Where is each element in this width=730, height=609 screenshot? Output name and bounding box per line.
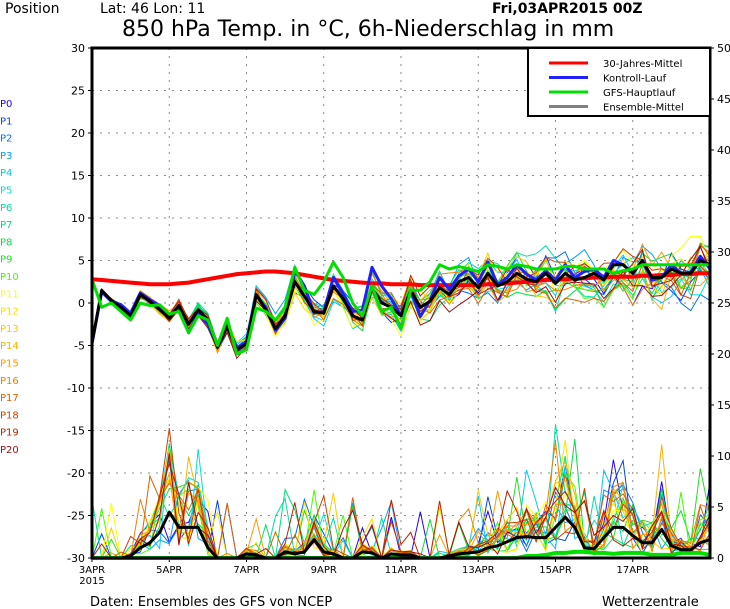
legend-label: Kontroll-Lauf: [603, 74, 667, 85]
run-time-label: Fri,03APR2015 00Z: [492, 1, 643, 17]
ensemble-mean-precip-line: [92, 510, 711, 560]
left-tick-label: -20: [67, 467, 85, 480]
member-label-p8: P8: [0, 237, 12, 248]
chart-title: 850 hPa Temp. in °C, 6h-Niederschlag in …: [122, 17, 614, 42]
x-tick-label: 15APR: [539, 565, 572, 576]
left-tick-label: 25: [71, 85, 85, 98]
member-label-p1: P1: [0, 116, 12, 127]
right-tick-label: 5: [717, 501, 724, 514]
x-tick-label: 17APR: [616, 565, 649, 576]
left-tick-label: -15: [67, 425, 85, 438]
member-label-p7: P7: [0, 220, 12, 231]
member-temp-line-p11: [91, 235, 711, 354]
member-label-p20: P20: [0, 445, 19, 456]
right-tick-label: 45: [717, 93, 730, 106]
left-tick-label: 10: [71, 212, 85, 225]
x-tick-label: 11APR: [385, 565, 418, 576]
x-tick-year: 2015: [79, 576, 104, 587]
left-axis-ticks: 30 25 20 15 10 5 0 -5 -10 -15 -20 -25 -30: [67, 42, 92, 565]
member-label-p12: P12: [0, 307, 19, 318]
member-precip-line-p20: [92, 453, 711, 559]
member-labels: P0 P1 P2 P3 P4 P5 P6 P7 P8 P9 P10 P11 P12 P13 P14 P15 P1…: [0, 99, 19, 456]
latlon-label: Lat: 46 Lon: 11: [100, 1, 205, 17]
legend-box: [527, 47, 711, 117]
left-tick-label: 0: [78, 297, 85, 310]
member-label-p17: P17: [0, 393, 19, 404]
member-label-p9: P9: [0, 255, 12, 266]
left-tick-label: -5: [74, 340, 85, 353]
member-label-p6: P6: [0, 203, 12, 214]
member-label-p16: P16: [0, 376, 19, 387]
right-tick-label: 35: [717, 195, 730, 208]
main-run-temp-line: [90, 260, 710, 356]
member-label-p3: P3: [0, 151, 12, 162]
x-tick-label: 9APR: [311, 565, 337, 576]
legend-label: 30-Jahres-Mittel: [603, 59, 682, 70]
position-label: Position: [5, 1, 60, 17]
member-label-p18: P18: [0, 410, 19, 421]
member-label-p19: P19: [0, 428, 19, 439]
grid: [92, 48, 710, 558]
member-label-p0: P0: [0, 99, 12, 110]
plot-frame: [90, 46, 712, 560]
member-label-p13: P13: [0, 324, 19, 335]
right-tick-label: 50: [717, 42, 730, 55]
x-tick-label: 3APR: [79, 565, 105, 576]
left-tick-label: 5: [78, 255, 85, 268]
legend-label: GFS-Hauptlauf: [603, 88, 676, 99]
right-tick-label: 15: [717, 399, 730, 412]
member-label-p10: P10: [0, 272, 19, 283]
right-tick-label: 10: [717, 450, 730, 463]
member-label-p11: P11: [0, 289, 19, 300]
left-tick-label: 30: [71, 42, 85, 55]
right-tick-label: 30: [717, 246, 730, 259]
member-label-p15: P15: [0, 359, 19, 370]
ensemble-mean-temp-line: [90, 259, 711, 352]
right-tick-label: 20: [717, 348, 730, 361]
left-tick-label: 15: [71, 170, 85, 183]
member-label-p2: P2: [0, 134, 12, 145]
left-tick-label: -30: [67, 552, 85, 565]
member-label-p5: P5: [0, 186, 12, 197]
right-tick-label: 25: [717, 297, 730, 310]
footer-source: Daten: Ensembles des GFS von NCEP: [90, 595, 332, 609]
member-label-p4: P4: [0, 168, 12, 179]
left-tick-label: 20: [71, 127, 85, 140]
x-tick-label: 7APR: [233, 565, 259, 576]
legend: 30-Jahres-Mittel Kontroll-Lauf GFS-Hauptla…: [527, 47, 711, 117]
member-label-p14: P14: [0, 341, 19, 352]
x-axis-ticks: 3APR 5APR 7APR 9APR 11APR 13APR 15APR 17APR 2015: [79, 558, 649, 587]
footer-brand: Wetterzentrale: [602, 595, 699, 609]
left-tick-label: -25: [67, 510, 85, 523]
right-tick-label: 40: [717, 144, 730, 157]
right-tick-label: 0: [717, 552, 724, 565]
left-tick-label: -10: [67, 382, 85, 395]
x-tick-label: 5APR: [156, 565, 182, 576]
member-precip-line-p19: [91, 461, 711, 559]
x-tick-label: 13APR: [462, 565, 495, 576]
legend-label: Ensemble-Mittel: [603, 103, 684, 114]
